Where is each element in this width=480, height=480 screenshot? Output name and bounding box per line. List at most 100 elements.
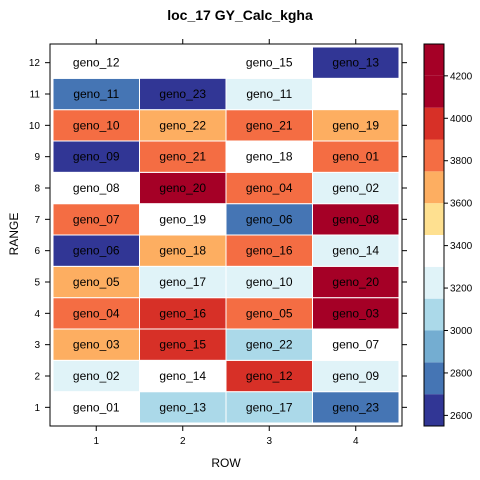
heatmap-cell	[312, 328, 400, 361]
cell-label: geno_07	[332, 338, 379, 352]
x-tick-label: 2	[180, 436, 186, 447]
heatmap-cell	[52, 234, 140, 267]
y-tick-label: 5	[34, 278, 40, 289]
x-axis: 1 2 3 4	[93, 39, 359, 447]
cell-label: geno_05	[246, 306, 293, 320]
heatmap-cell	[312, 109, 400, 142]
heatmap-cell	[139, 359, 227, 393]
colorbar-segment	[424, 362, 444, 395]
heatmap-cell	[52, 265, 140, 299]
heatmap-cell	[139, 328, 227, 361]
cell-label: geno_10	[246, 275, 293, 289]
chart-title: loc_17 GY_Calc_kgha	[167, 7, 313, 23]
cell-label: geno_17	[246, 400, 293, 414]
x-tick-label: 3	[266, 436, 272, 447]
cell-label: geno_21	[246, 118, 293, 132]
cell-label: geno_18	[246, 150, 293, 164]
heatmap-cell	[225, 359, 313, 393]
heatmap-cell	[139, 265, 227, 299]
colorbar: 2600 2800 3000 3200 3400 3600 3800 4000 4200	[423, 43, 473, 427]
cell-label: geno_04	[73, 306, 120, 320]
heatmap-cell	[225, 234, 313, 267]
colorbar-segment	[424, 107, 444, 140]
colorbar-tick-label: 2600	[450, 411, 473, 422]
heatmap-cell	[225, 203, 313, 236]
heatmap-cell	[225, 46, 313, 79]
cell-label: geno_07	[73, 212, 120, 226]
heatmap-cell	[52, 328, 140, 361]
heatmap-cell	[225, 265, 313, 299]
x-axis-label: ROW	[211, 456, 241, 470]
cell-label: geno_01	[332, 150, 379, 164]
colorbar-tick-label: 3400	[450, 241, 473, 252]
colorbar-segment	[424, 203, 444, 235]
cell-label: geno_16	[246, 244, 293, 258]
y-tick-label: 3	[34, 340, 40, 351]
colorbar-frame	[423, 43, 445, 427]
cell-label: geno_17	[159, 275, 206, 289]
cell-label: geno_19	[159, 212, 206, 226]
colorbar-tick-label: 4200	[450, 71, 473, 82]
heatmap-cell	[312, 359, 400, 393]
y-tick-label: 12	[29, 58, 41, 69]
heatmap-cell	[312, 46, 400, 79]
colorbar-segment	[424, 44, 444, 76]
heatmap-cell	[139, 140, 227, 173]
plot-frame	[49, 43, 403, 427]
y-tick-label: 1	[34, 403, 40, 414]
colorbar-segment	[424, 330, 444, 363]
cell-label: geno_13	[159, 400, 206, 414]
cell-label: geno_15	[246, 56, 293, 70]
heatmap-cell	[225, 140, 313, 173]
heatmap-cell	[52, 391, 140, 424]
heatmap-cell	[312, 391, 400, 424]
cell-label: geno_02	[73, 369, 120, 383]
colorbar-segment	[424, 75, 444, 108]
y-tick-label: 10	[29, 121, 41, 132]
heatmap-cell	[312, 140, 400, 173]
heatmap-cell	[139, 391, 227, 424]
cell-label: geno_06	[246, 212, 293, 226]
colorbar-tick-label: 3000	[450, 326, 473, 337]
y-tick-label: 11	[30, 90, 41, 101]
colorbar-tick-label: 4000	[450, 114, 473, 125]
heatmap-cell	[52, 203, 140, 236]
cell-label: geno_03	[73, 338, 120, 352]
cell-label: geno_08	[332, 212, 379, 226]
colorbar-segment	[424, 394, 444, 426]
heatmap-cell	[52, 297, 140, 330]
heatmap-cell	[52, 171, 140, 205]
heatmap-cell	[139, 109, 227, 142]
heatmap-cell	[312, 234, 400, 267]
cell-label: geno_08	[73, 181, 120, 195]
cell-label: geno_16	[159, 306, 206, 320]
cell-label: geno_09	[73, 150, 120, 164]
cell-label: geno_11	[246, 87, 292, 101]
y-axis-label: RANGE	[7, 213, 21, 256]
cell-label: geno_09	[332, 369, 379, 383]
colorbar-segment	[424, 298, 444, 331]
cell-label: geno_02	[332, 181, 379, 195]
heatmap-cell	[52, 77, 140, 111]
colorbar-tick-label: 3600	[450, 199, 473, 210]
cell-label: geno_20	[159, 181, 206, 195]
cell-label: geno_14	[332, 244, 379, 258]
colorbar-tick-label: 3200	[450, 284, 473, 295]
y-tick-label: 2	[34, 372, 40, 383]
heatmap-cell	[312, 171, 400, 205]
x-tick-label: 1	[93, 436, 99, 447]
cell-label: geno_04	[246, 181, 293, 195]
heatmap-cell	[312, 297, 400, 330]
colorbar-tick-label: 3800	[450, 156, 473, 167]
cell-label: geno_19	[332, 118, 379, 132]
y-tick-label: 8	[34, 184, 40, 195]
cell-label: geno_05	[73, 275, 120, 289]
x-tick-label: 4	[353, 436, 359, 447]
colorbar-segment	[424, 266, 444, 299]
y-tick-label: 4	[34, 309, 40, 320]
y-tick-label: 7	[34, 215, 40, 226]
cell-label: geno_13	[332, 56, 379, 70]
cell-label: geno_14	[159, 369, 206, 383]
